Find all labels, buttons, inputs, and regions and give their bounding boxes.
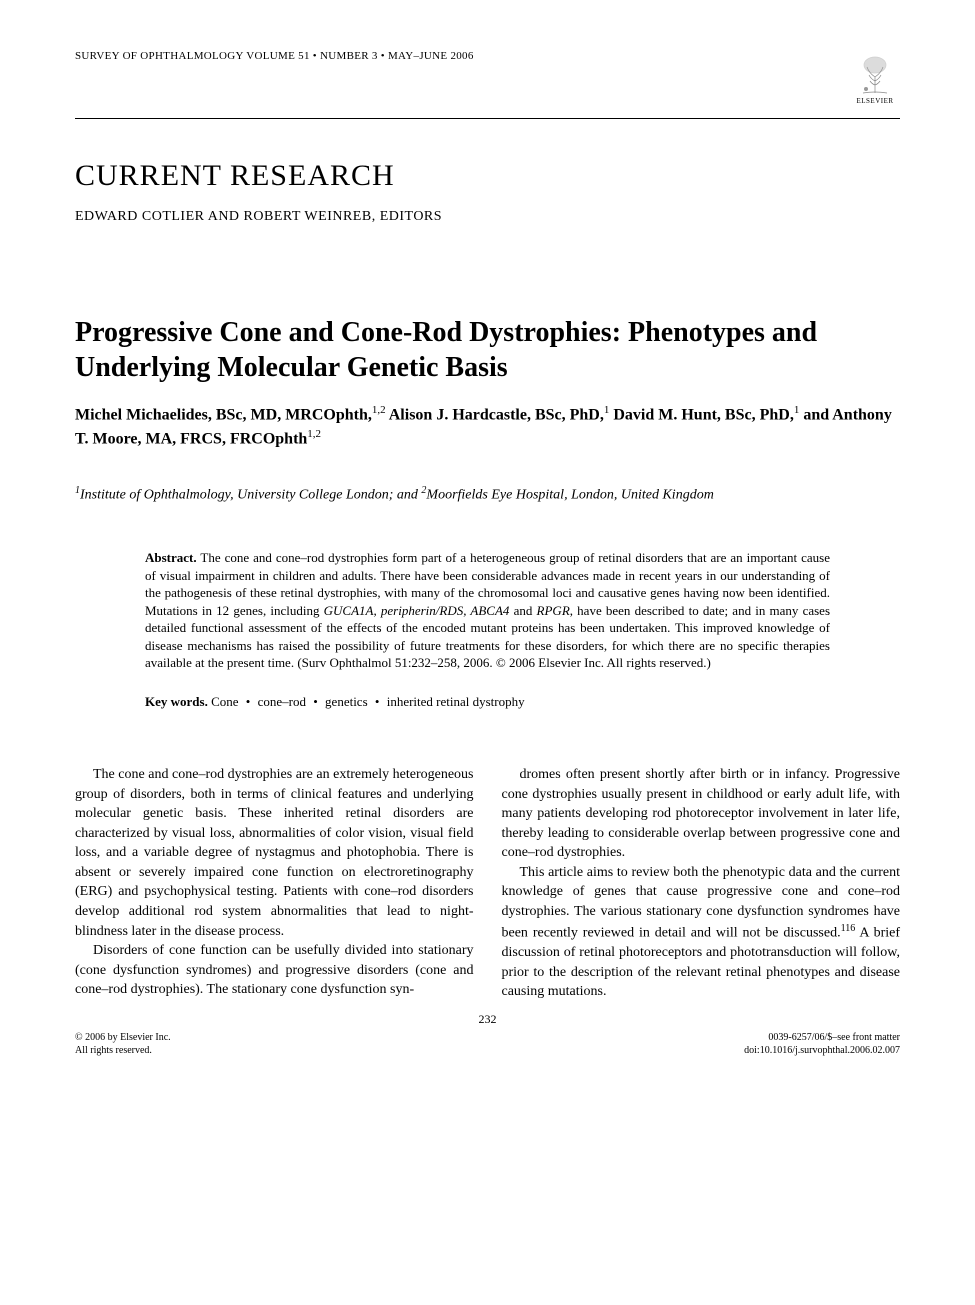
doi-line: doi:10.1016/j.survophthal.2006.02.007: [744, 1044, 900, 1057]
footer-row: © 2006 by Elsevier Inc. All rights reser…: [75, 1031, 900, 1057]
issn-line: 0039-6257/06/$–see front matter: [744, 1031, 900, 1044]
keywords-label: Key words.: [145, 694, 208, 709]
copyright-line: © 2006 by Elsevier Inc.: [75, 1031, 171, 1044]
abstract-text: The cone and cone–rod dystrophies form p…: [145, 550, 830, 670]
body-paragraph: The cone and cone–rod dystrophies are an…: [75, 765, 474, 941]
article-title: Progressive Cone and Cone-Rod Dystrophie…: [75, 315, 900, 385]
header-rule: [75, 118, 900, 119]
section-label: CURRENT RESEARCH: [75, 159, 900, 193]
page-number: 232: [75, 1012, 900, 1027]
journal-header: SURVEY OF OPHTHALMOLOGY VOLUME 51 • NUMB…: [75, 50, 474, 62]
body-paragraph: dromes often present shortly after birth…: [502, 765, 901, 863]
body-paragraph: This article aims to review both the phe…: [502, 863, 901, 1002]
journal-volume-info: VOLUME 51 • NUMBER 3 • MAY–JUNE 2006: [246, 50, 473, 62]
keywords-list: Cone • cone–rod • genetics • inherited r…: [211, 694, 525, 709]
journal-header-row: SURVEY OF OPHTHALMOLOGY VOLUME 51 • NUMB…: [75, 50, 900, 110]
article-authors: Michel Michaelides, BSc, MD, MRCOphth,1,…: [75, 403, 900, 450]
abstract-label: Abstract.: [145, 550, 197, 565]
body-column-right: dromes often present shortly after birth…: [502, 765, 901, 1002]
footer-right: 0039-6257/06/$–see front matter doi:10.1…: [744, 1031, 900, 1057]
footer-left: © 2006 by Elsevier Inc. All rights reser…: [75, 1031, 171, 1057]
body-column-left: The cone and cone–rod dystrophies are an…: [75, 765, 474, 1002]
body-columns: The cone and cone–rod dystrophies are an…: [75, 765, 900, 1002]
abstract-block: Abstract. The cone and cone–rod dystroph…: [75, 549, 900, 672]
publisher-logo-text: ELSEVIER: [856, 97, 893, 105]
rights-line: All rights reserved.: [75, 1044, 171, 1057]
elsevier-tree-icon: [855, 55, 895, 95]
section-editors: EDWARD COTLIER AND ROBERT WEINREB, EDITO…: [75, 209, 900, 225]
abstract-citation: (Surv Ophthalmol 51:232–258, 2006. © 200…: [297, 655, 711, 670]
journal-name: SURVEY OF OPHTHALMOLOGY: [75, 50, 243, 62]
publisher-logo: ELSEVIER: [850, 50, 900, 110]
keywords-block: Key words. Cone • cone–rod • genetics • …: [75, 694, 900, 710]
body-paragraph: Disorders of cone function can be useful…: [75, 941, 474, 1000]
article-affiliations: 1Institute of Ophthalmology, University …: [75, 485, 900, 504]
